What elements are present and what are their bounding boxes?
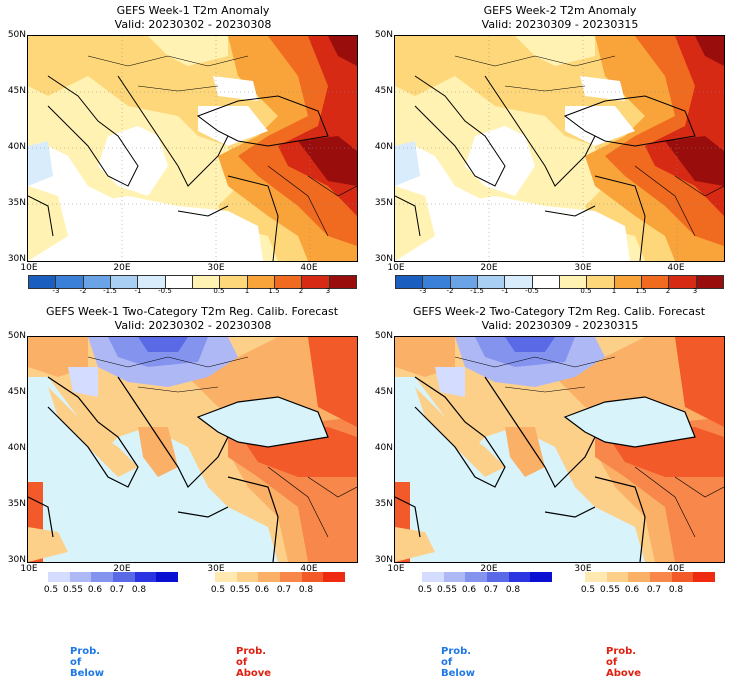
- lat-label: 50N: [7, 30, 26, 40]
- colorbar-tick: 0.5: [210, 585, 226, 595]
- colorbar-tick: 2: [665, 287, 671, 295]
- lon-label: 40E: [667, 263, 685, 273]
- lat-label: 40N: [7, 142, 26, 152]
- colorbar-tick: 1: [244, 287, 250, 295]
- prob-above-colorbar: [585, 572, 716, 582]
- colorbar-tick: 0.5: [417, 585, 433, 595]
- colorbar-tick: -0.5: [158, 287, 172, 295]
- probability-map: [27, 336, 358, 563]
- panel-valid-dates: Valid: 20230309 - 20230315: [481, 319, 639, 332]
- anomaly-colorbar: [28, 275, 357, 289]
- colorbar-tick: 0.5: [43, 585, 59, 595]
- lat-label: 35N: [374, 198, 393, 208]
- anomaly-colorbar: [395, 275, 724, 289]
- anomaly-map: [394, 35, 725, 262]
- lat-label: 50N: [374, 331, 393, 341]
- colorbar-tick: -2: [446, 287, 454, 295]
- lon-label: 30E: [574, 263, 592, 273]
- lat-label: 30N: [374, 555, 393, 565]
- panel-title: GEFS Week-1 Two-Category T2m Reg. Calib.…: [45, 305, 339, 318]
- lat-label: 50N: [374, 30, 393, 40]
- lat-label: 40N: [374, 443, 393, 453]
- colorbar-tick: 0.7: [646, 585, 662, 595]
- panel-valid-dates: Valid: 20230302 - 20230308: [114, 18, 272, 31]
- lon-label: 10E: [387, 564, 405, 574]
- lon-label: 20E: [480, 263, 498, 273]
- colorbar-tick: 0.5: [213, 287, 225, 295]
- colorbar-tick: 0.6: [254, 585, 270, 595]
- lat-label: 30N: [7, 555, 26, 565]
- colorbar-tick: 0.55: [436, 585, 458, 595]
- colorbar-tick: 1: [611, 287, 617, 295]
- colorbar-tick: 0.55: [62, 585, 84, 595]
- lat-label: 35N: [7, 499, 26, 509]
- colorbar-tick: -1.5: [470, 287, 484, 295]
- legend-above: Prob. of Above: [606, 646, 642, 679]
- lon-label: 20E: [480, 564, 498, 574]
- panel-valid-dates: Valid: 20230302 - 20230308: [114, 319, 272, 332]
- colorbar-tick: 0.8: [131, 585, 147, 595]
- prob-below-colorbar: [48, 572, 179, 582]
- lon-label: 30E: [207, 564, 225, 574]
- lon-label: 30E: [207, 263, 225, 273]
- lat-label: 40N: [374, 142, 393, 152]
- colorbar-tick: 0.5: [580, 585, 596, 595]
- colorbar-tick: 1.5: [635, 287, 647, 295]
- panel-title: GEFS Week-2 T2m Anomaly: [483, 4, 637, 17]
- colorbar-tick: 0.8: [668, 585, 684, 595]
- colorbar-tick: -3: [419, 287, 427, 295]
- prob-above-colorbar: [215, 572, 346, 582]
- lon-label: 40E: [300, 263, 318, 273]
- colorbar-tick: -1: [134, 287, 142, 295]
- lat-label: 35N: [7, 198, 26, 208]
- lat-label: 45N: [7, 86, 26, 96]
- lat-label: 45N: [7, 387, 26, 397]
- colorbar-tick: 0.5: [580, 287, 592, 295]
- lon-label: 40E: [300, 564, 318, 574]
- lat-label: 35N: [374, 499, 393, 509]
- lat-label: 45N: [374, 387, 393, 397]
- lon-label: 10E: [387, 263, 405, 273]
- colorbar-tick: -1: [501, 287, 509, 295]
- lon-label: 10E: [20, 564, 38, 574]
- lon-label: 10E: [20, 263, 38, 273]
- legend-below: Prob. of Below: [441, 646, 475, 679]
- colorbar-tick: 0.8: [505, 585, 521, 595]
- colorbar-tick: 0.55: [229, 585, 251, 595]
- legend-above: Prob. of Above: [236, 646, 272, 679]
- colorbar-tick: 0.6: [624, 585, 640, 595]
- panel-title: GEFS Week-2 Two-Category T2m Reg. Calib.…: [412, 305, 706, 318]
- colorbar-tick: 2: [298, 287, 304, 295]
- colorbar-tick: 0.7: [483, 585, 499, 595]
- lat-label: 45N: [374, 86, 393, 96]
- lon-label: 30E: [574, 564, 592, 574]
- prob-below-colorbar: [422, 572, 553, 582]
- colorbar-tick: -0.5: [525, 287, 539, 295]
- colorbar-tick: 0.8: [298, 585, 314, 595]
- colorbar-tick: 3: [692, 287, 698, 295]
- probability-map: [394, 336, 725, 563]
- lon-label: 20E: [113, 263, 131, 273]
- lat-label: 30N: [374, 254, 393, 264]
- colorbar-tick: 1.5: [268, 287, 280, 295]
- lat-label: 30N: [7, 254, 26, 264]
- colorbar-tick: 0.6: [87, 585, 103, 595]
- colorbar-tick: 0.55: [599, 585, 621, 595]
- lat-label: 50N: [7, 331, 26, 341]
- colorbar-tick: 0.6: [461, 585, 477, 595]
- panel-title: GEFS Week-1 T2m Anomaly: [116, 4, 270, 17]
- colorbar-tick: -1.5: [103, 287, 117, 295]
- anomaly-map: [27, 35, 358, 262]
- colorbar-tick: 3: [325, 287, 331, 295]
- colorbar-tick: 0.7: [109, 585, 125, 595]
- lat-label: 40N: [7, 443, 26, 453]
- lon-label: 20E: [113, 564, 131, 574]
- legend-below: Prob. of Below: [70, 646, 104, 679]
- panel-valid-dates: Valid: 20230309 - 20230315: [481, 18, 639, 31]
- lon-label: 40E: [667, 564, 685, 574]
- colorbar-tick: 0.7: [276, 585, 292, 595]
- colorbar-tick: -3: [52, 287, 60, 295]
- colorbar-tick: -2: [79, 287, 87, 295]
